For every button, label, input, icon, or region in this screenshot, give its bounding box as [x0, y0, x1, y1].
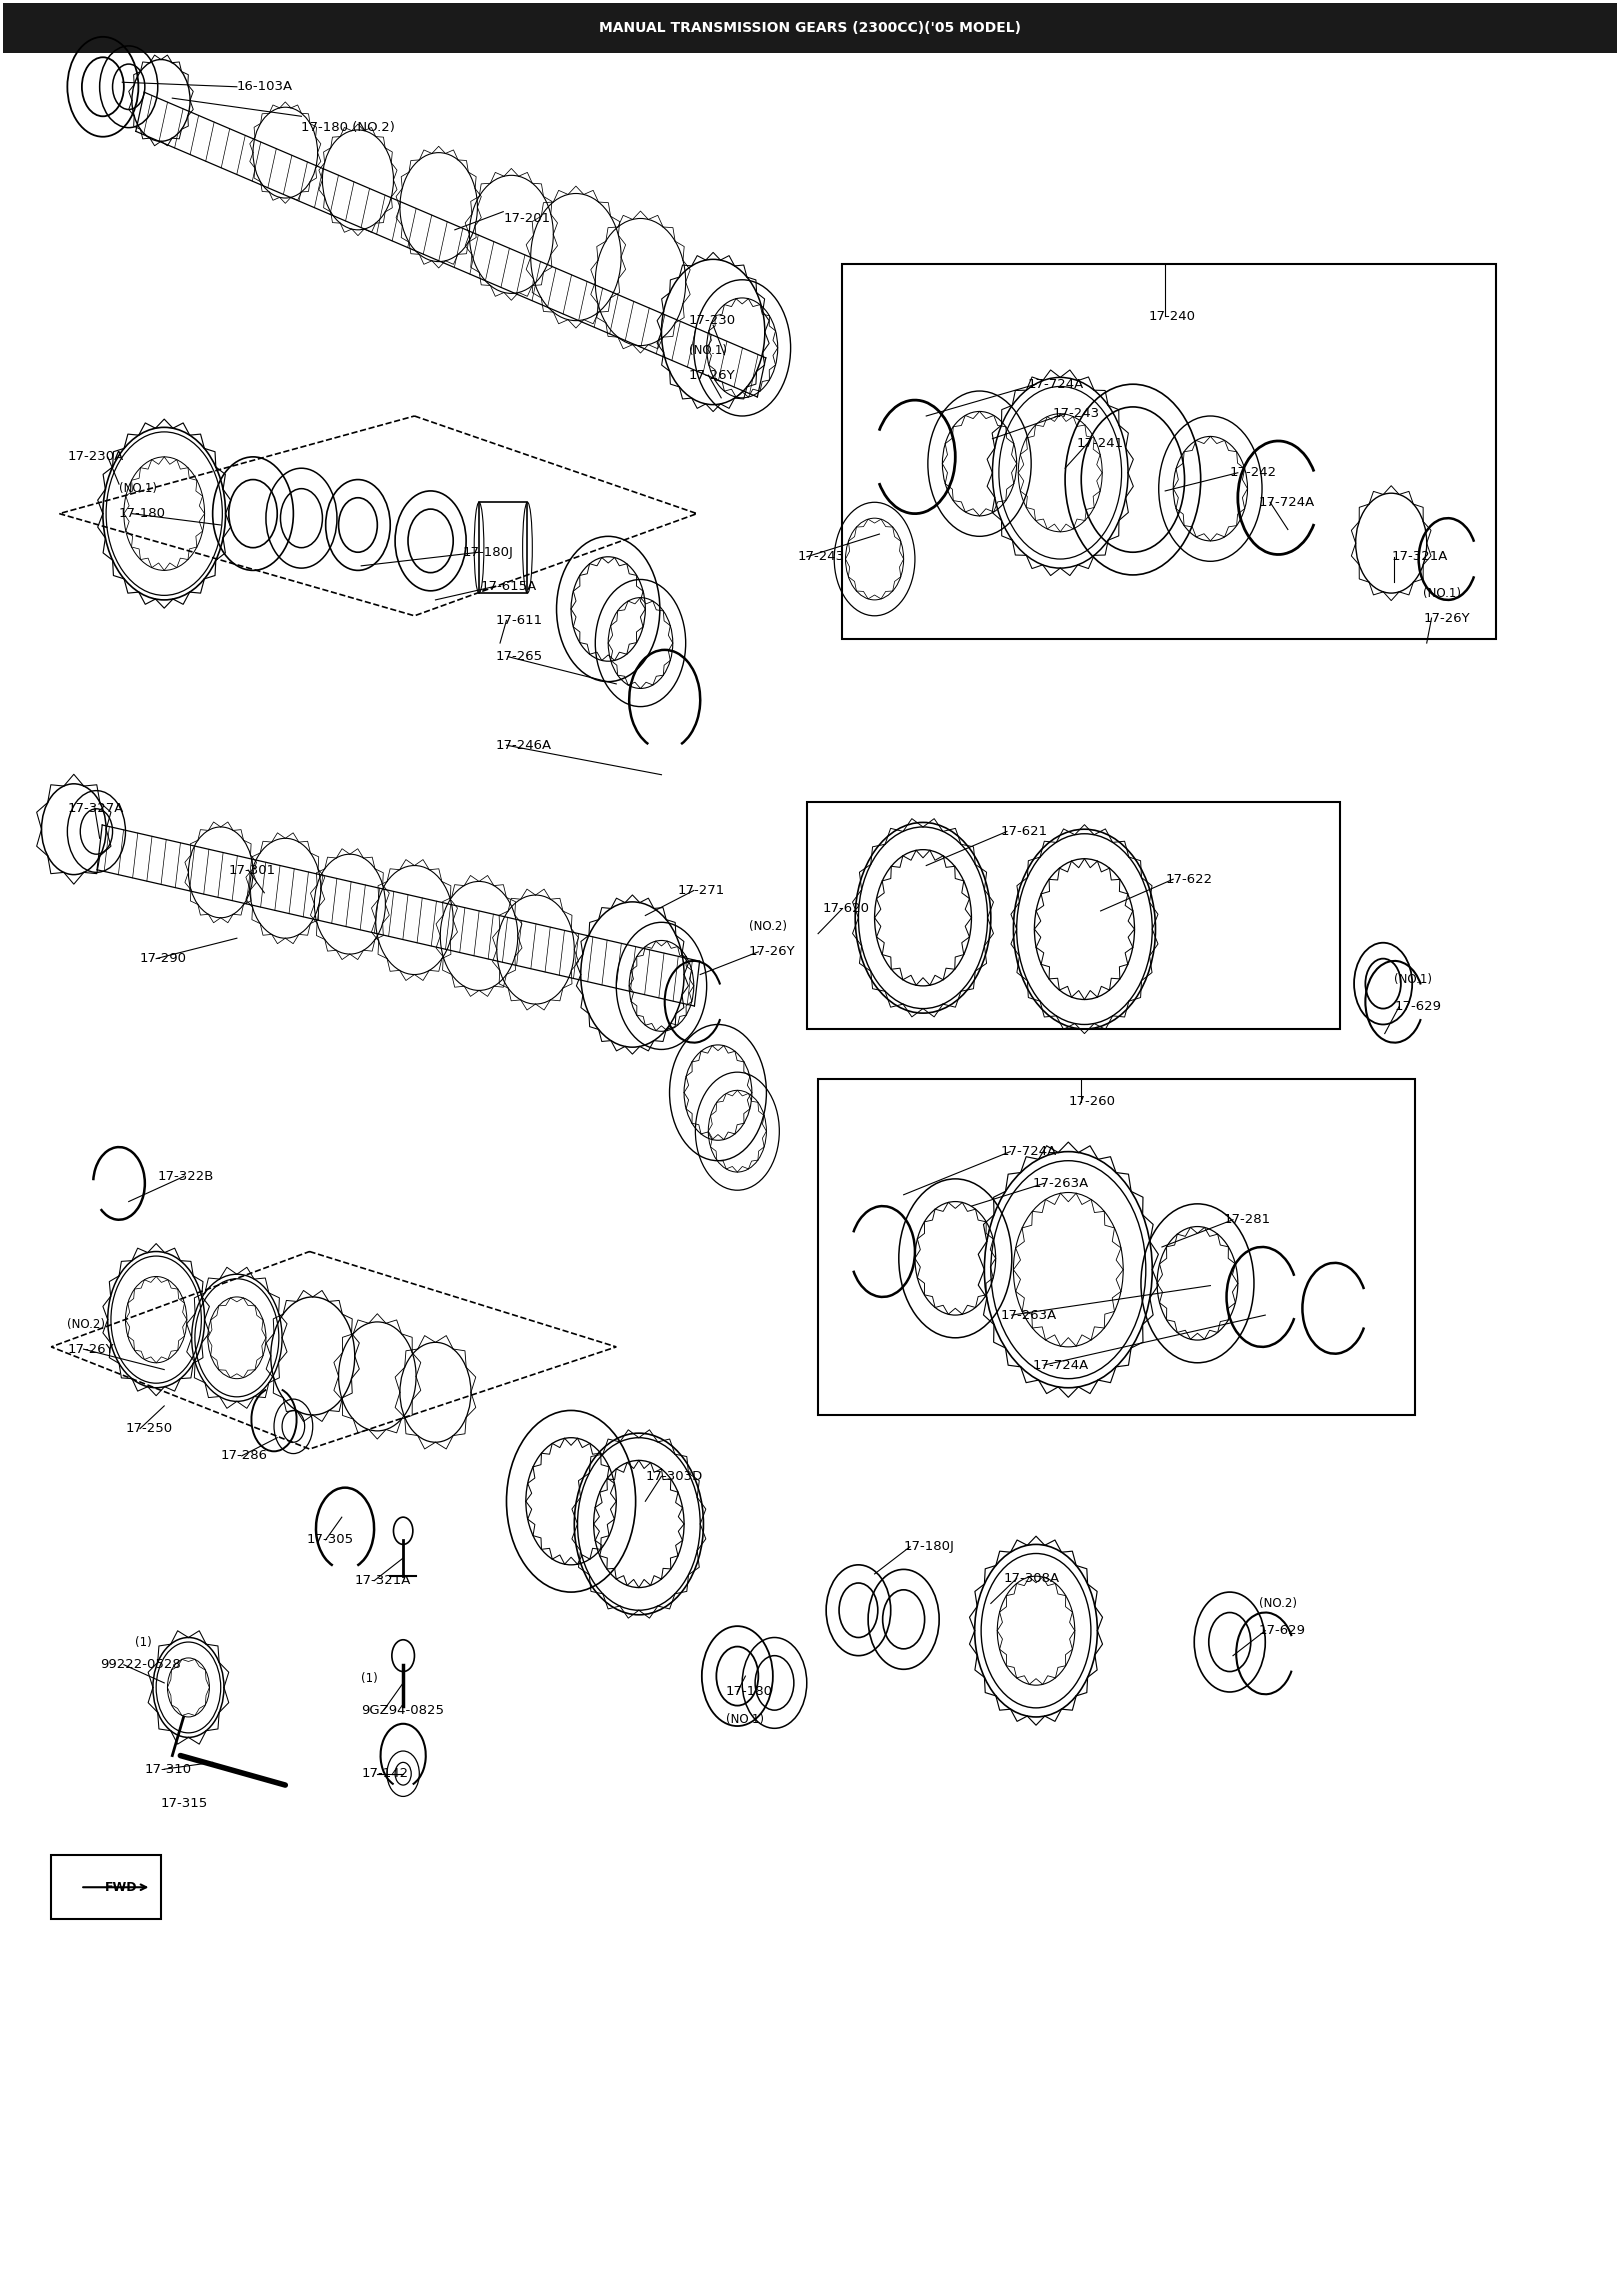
Text: 17-724A: 17-724A [1259, 496, 1315, 510]
Text: 17-246A: 17-246A [496, 740, 551, 751]
Text: 17-621: 17-621 [1001, 824, 1048, 838]
Text: 17-263A: 17-263A [1034, 1177, 1089, 1190]
Text: 17-26Y: 17-26Y [68, 1343, 113, 1356]
Text: (NO.1): (NO.1) [688, 344, 727, 357]
Text: 17-724A: 17-724A [1034, 1359, 1089, 1372]
Text: 17-281: 17-281 [1223, 1213, 1270, 1227]
Text: 17-230: 17-230 [688, 314, 735, 328]
Text: 17-180J: 17-180J [463, 546, 514, 558]
Text: 17-265: 17-265 [496, 651, 543, 662]
Text: 17-620: 17-620 [823, 901, 870, 915]
Text: 17-250: 17-250 [125, 1422, 173, 1436]
Text: 17-322B: 17-322B [157, 1170, 214, 1184]
Text: 17-241: 17-241 [1076, 437, 1124, 451]
Text: 17-180J: 17-180J [904, 1541, 954, 1552]
Text: 17-243: 17-243 [1051, 407, 1100, 421]
Text: 17-724A: 17-724A [1001, 1145, 1056, 1158]
Text: 17-263A: 17-263A [1001, 1309, 1056, 1322]
Bar [480, 503, 528, 594]
Text: 17-308A: 17-308A [1004, 1573, 1059, 1584]
Text: 17-142: 17-142 [361, 1766, 408, 1780]
Text: MANUAL TRANSMISSION GEARS (2300CC)('05 MODEL): MANUAL TRANSMISSION GEARS (2300CC)('05 M… [599, 20, 1021, 34]
Text: 17-230A: 17-230A [68, 451, 123, 464]
Text: (NO.2): (NO.2) [1259, 1598, 1298, 1609]
Text: 17-305: 17-305 [306, 1534, 353, 1545]
Text: 17-724A: 17-724A [1029, 378, 1084, 391]
Text: (NO.2): (NO.2) [68, 1318, 105, 1331]
Text: 17-201: 17-201 [504, 212, 551, 225]
Text: 17-622: 17-622 [1165, 872, 1212, 885]
Text: (1): (1) [361, 1673, 377, 1684]
Text: 17-260: 17-260 [1068, 1095, 1115, 1108]
Text: (NO.1): (NO.1) [1395, 972, 1432, 986]
Text: (NO.1): (NO.1) [726, 1714, 765, 1725]
Text: 17-303D: 17-303D [645, 1470, 703, 1482]
Text: 17-611: 17-611 [496, 615, 543, 626]
Bar [52, 1855, 160, 1919]
Text: (NO.2): (NO.2) [748, 920, 787, 933]
Text: 17-26Y: 17-26Y [1424, 612, 1469, 624]
Text: 17-180: 17-180 [726, 1687, 773, 1698]
Text: 17-271: 17-271 [677, 883, 724, 897]
Bar [807, 801, 1340, 1029]
Text: (NO.1): (NO.1) [118, 483, 157, 496]
Text: 17-310: 17-310 [144, 1762, 193, 1775]
Text: (NO.1): (NO.1) [1424, 587, 1461, 599]
Text: 17-243: 17-243 [797, 551, 844, 562]
Text: 17-242: 17-242 [1230, 467, 1277, 480]
Text: 16-103A: 16-103A [237, 80, 293, 93]
Text: (1): (1) [134, 1636, 152, 1648]
Text: 17-180: 17-180 [118, 508, 165, 521]
Bar [3, 2, 1617, 52]
Bar [818, 1079, 1416, 1416]
Text: 99222-0528: 99222-0528 [100, 1659, 180, 1671]
Text: 17-629: 17-629 [1259, 1625, 1306, 1636]
Text: 17-615A: 17-615A [481, 580, 536, 592]
Text: FWD: FWD [104, 1880, 138, 1894]
Bar [842, 264, 1497, 640]
Text: 9GZ94-0825: 9GZ94-0825 [361, 1705, 444, 1716]
Text: 17-286: 17-286 [220, 1450, 267, 1463]
Text: 17-26Y: 17-26Y [748, 945, 795, 958]
Text: 17-180 (NO.2): 17-180 (NO.2) [301, 121, 395, 134]
Text: 17-321A: 17-321A [1392, 551, 1448, 562]
Text: 17-301: 17-301 [228, 863, 275, 876]
Text: 17-290: 17-290 [139, 951, 186, 965]
Text: 17-315: 17-315 [160, 1796, 209, 1809]
Text: 17-240: 17-240 [1149, 310, 1196, 323]
Text: 17-26Y: 17-26Y [688, 369, 735, 382]
Text: 17-327A: 17-327A [68, 801, 123, 815]
Text: 17-321A: 17-321A [355, 1575, 411, 1586]
Text: 17-629: 17-629 [1395, 999, 1442, 1013]
